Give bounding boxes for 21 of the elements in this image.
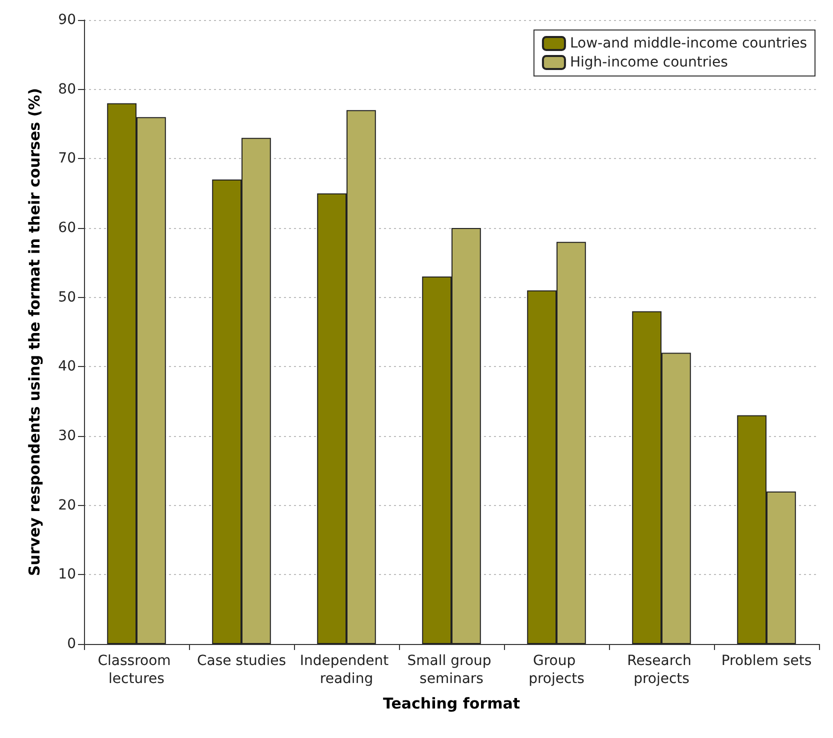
y-tick-label: 90 bbox=[58, 12, 76, 28]
y-tick-label: 50 bbox=[58, 289, 76, 306]
y-tick-label: 70 bbox=[58, 150, 76, 167]
x-axis-title: Teaching format bbox=[382, 694, 520, 712]
legend-label: High-income countries bbox=[570, 54, 728, 70]
x-tick-label: Group projects bbox=[528, 653, 584, 687]
y-tick-label: 30 bbox=[58, 428, 76, 444]
y-axis-title: Survey respondents using the format in their courses (%) bbox=[26, 88, 44, 576]
x-tick-label: Research projects bbox=[627, 653, 696, 687]
y-tick-label: 10 bbox=[58, 566, 76, 583]
y-tick-label: 60 bbox=[58, 220, 76, 236]
x-tick-label: Classroom lectures bbox=[98, 653, 176, 687]
y-tick-label: 80 bbox=[58, 81, 76, 98]
x-tick-label: Problem sets bbox=[721, 653, 812, 669]
y-tick-label: 20 bbox=[58, 497, 76, 514]
y-tick-label: 0 bbox=[67, 636, 76, 652]
x-tick-label: Independent reading bbox=[300, 653, 394, 687]
x-tick-label: Case studies bbox=[196, 653, 286, 669]
legend-label: Low-and middle-income countries bbox=[570, 36, 808, 52]
y-tick-label: 40 bbox=[58, 358, 76, 375]
x-tick-label: Small group seminars bbox=[407, 653, 496, 687]
